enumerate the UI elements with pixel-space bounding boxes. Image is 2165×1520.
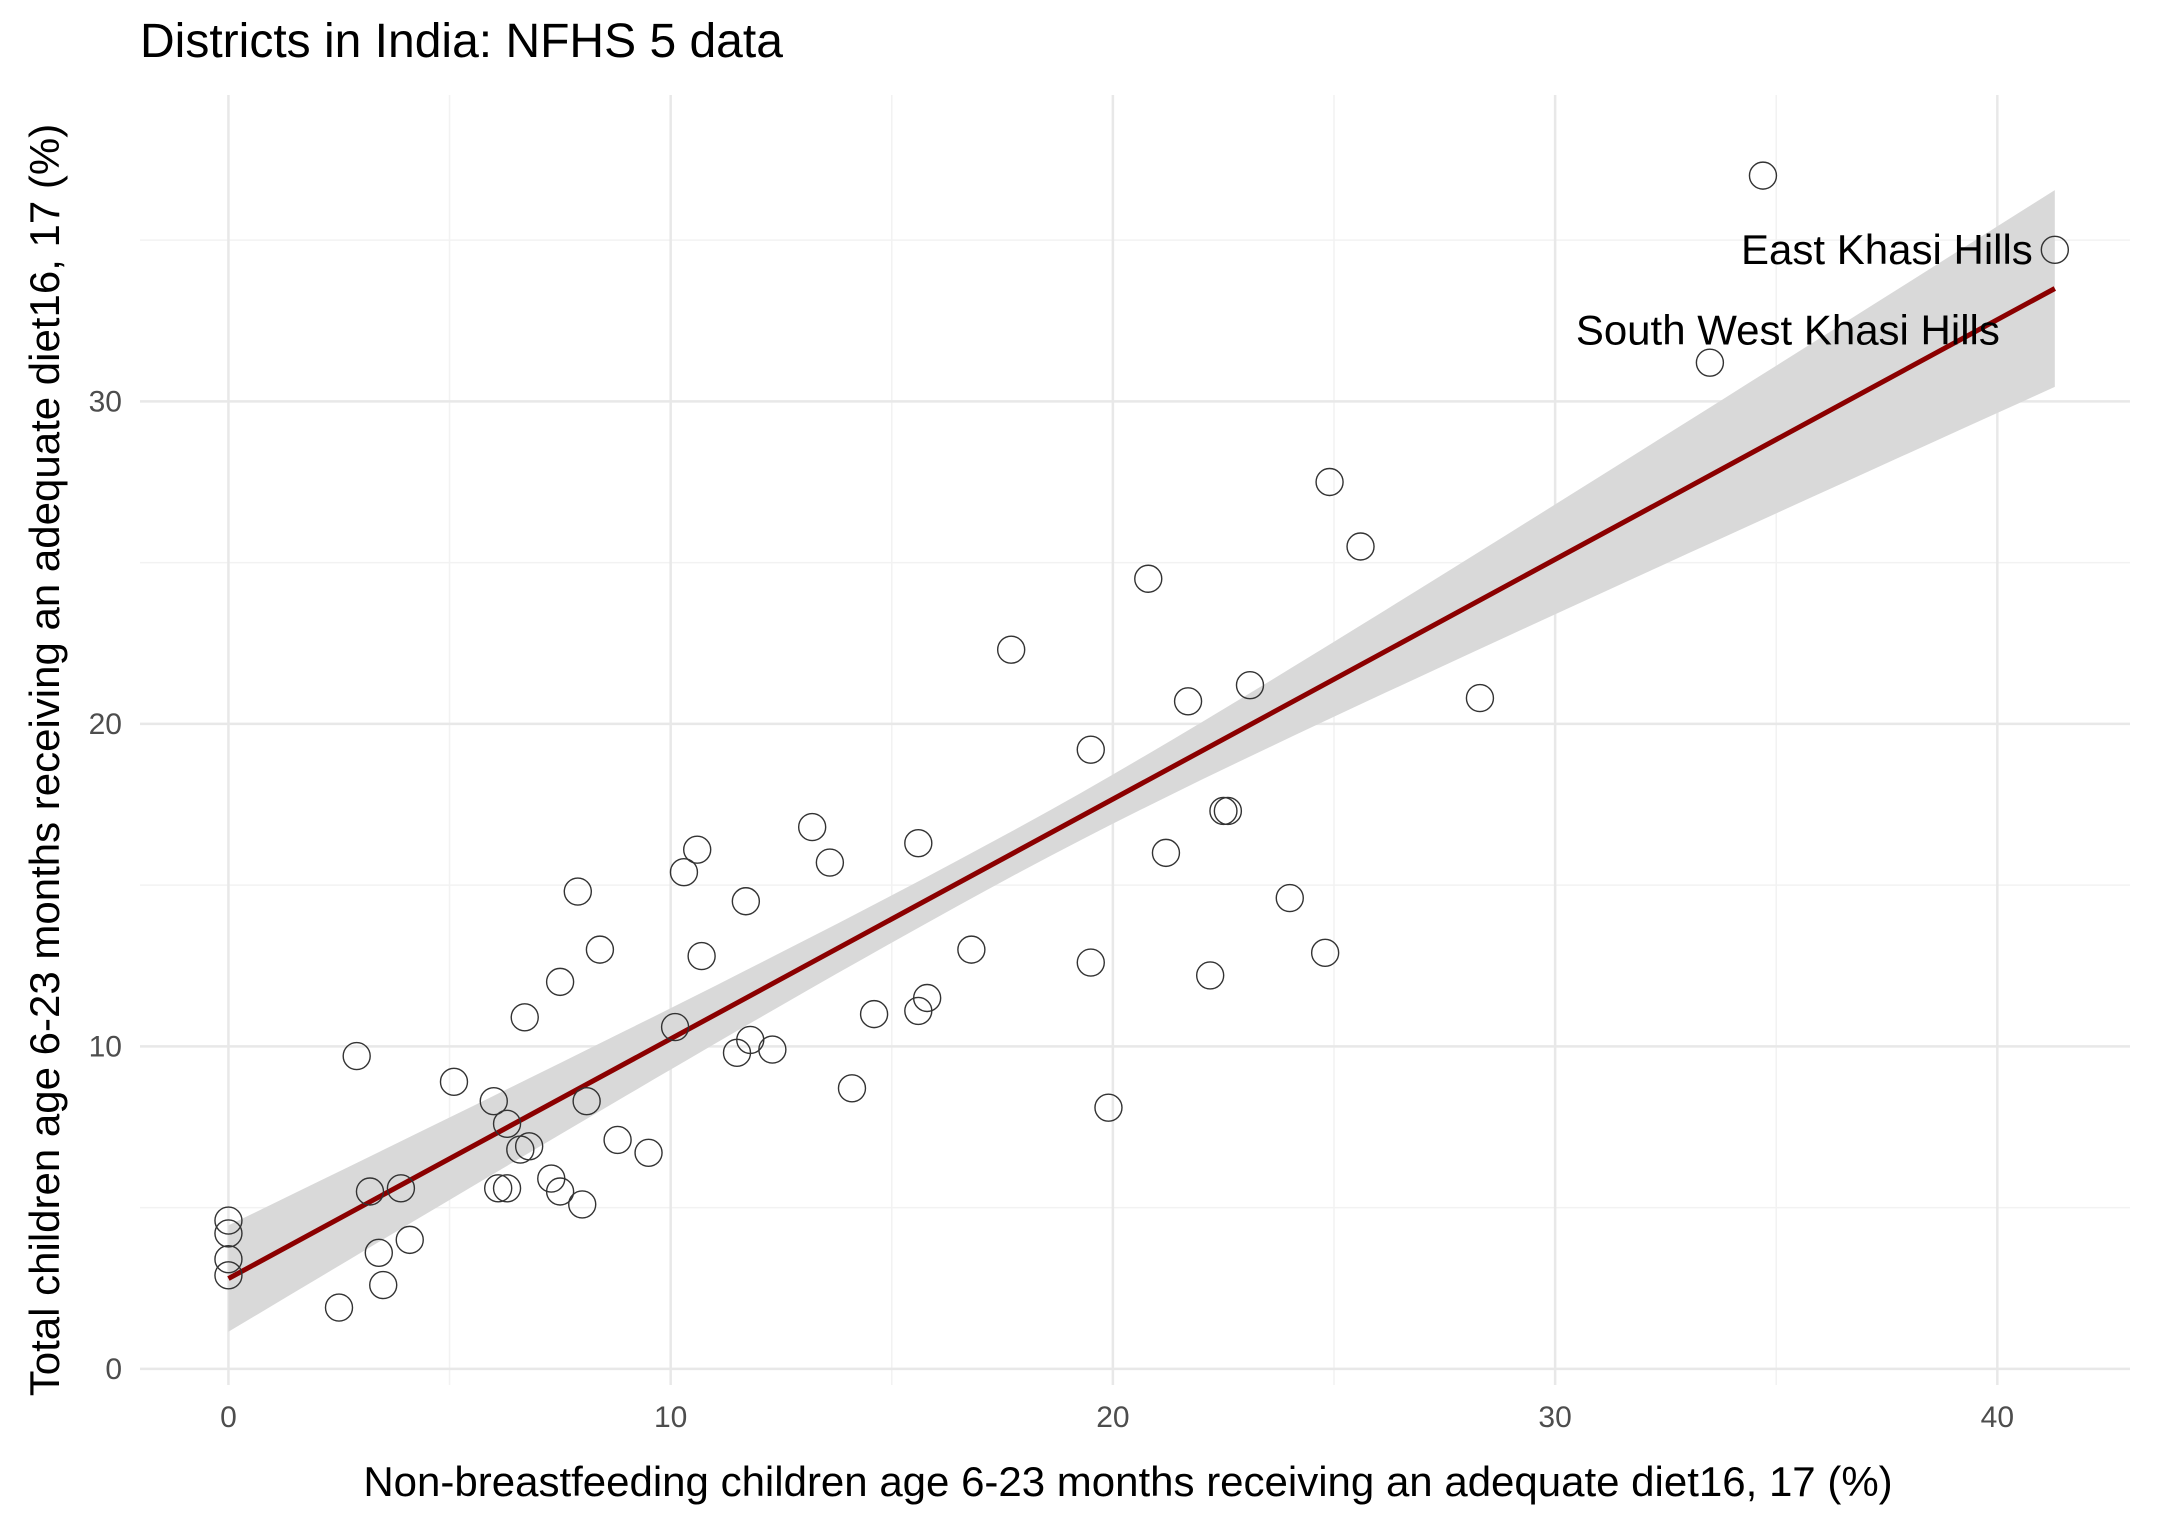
- point-annotation-label: East Khasi Hills: [1741, 226, 2033, 273]
- data-point: [1151, 838, 1181, 868]
- data-point: [634, 1138, 663, 1168]
- data-point: [837, 1074, 867, 1103]
- data-point: [603, 1125, 632, 1155]
- x-tick-label: 20: [1096, 1401, 1129, 1434]
- data-point: [510, 1003, 539, 1032]
- point-annotation-label: South West Khasi Hills: [1576, 307, 2000, 354]
- data-point: [479, 1086, 508, 1116]
- x-tick-label: 30: [1538, 1401, 1571, 1434]
- data-point: [1209, 796, 1238, 826]
- data-point: [1213, 796, 1243, 826]
- data-point: [1094, 1093, 1123, 1122]
- data-point: [585, 935, 615, 964]
- tick-labels-layer: 0 10 20 30 40 0 10 20 30: [89, 385, 2014, 1434]
- data-point: [904, 829, 933, 858]
- data-point: [758, 1035, 787, 1064]
- data-point: [669, 858, 699, 887]
- data-point: [797, 812, 827, 842]
- data-point: [572, 1086, 601, 1116]
- data-point: [815, 848, 845, 877]
- data-point: [1310, 938, 1340, 968]
- data-point: [342, 1041, 371, 1071]
- data-point: [912, 983, 942, 1013]
- y-tick-label: 0: [105, 1353, 122, 1386]
- data-point: [1275, 883, 1304, 913]
- data-point: [545, 967, 575, 997]
- data-point: [1195, 961, 1225, 990]
- data-point: [1748, 161, 1778, 190]
- data-point: [214, 1219, 243, 1248]
- data-point: [996, 635, 1026, 664]
- data-point: [1076, 735, 1105, 764]
- data-point: [731, 887, 761, 916]
- data-point: [484, 1174, 513, 1203]
- data-point: [683, 835, 712, 864]
- data-point: [324, 1293, 354, 1322]
- regression-line-layer: [227, 286, 2057, 1281]
- data-point: [2040, 235, 2070, 265]
- data-point: [1695, 348, 1725, 377]
- data-point: [1134, 564, 1163, 593]
- data-point: [660, 1012, 690, 1042]
- data-point: [492, 1109, 522, 1138]
- confidence-band-layer: [228, 190, 2055, 1332]
- data-point: [214, 1261, 243, 1290]
- x-tick-label: 10: [654, 1401, 687, 1434]
- data-point: [355, 1177, 385, 1206]
- data-point: [364, 1238, 393, 1267]
- data-point: [214, 1245, 243, 1274]
- data-point: [439, 1067, 469, 1097]
- confidence-band: [228, 190, 2055, 1332]
- data-point: [687, 941, 716, 971]
- data-point: [514, 1132, 544, 1161]
- data-point: [957, 935, 986, 964]
- data-point: [1465, 683, 1495, 713]
- minor-gridlines: [140, 95, 2130, 1385]
- y-tick-label: 10: [89, 1030, 122, 1063]
- x-tick-label: 40: [1981, 1401, 2014, 1434]
- data-point: [395, 1225, 424, 1255]
- data-point: [568, 1190, 597, 1219]
- data-point: [214, 1206, 243, 1235]
- data-point: [1076, 948, 1105, 977]
- chart-title: Districts in India: NFHS 5 data: [140, 15, 783, 68]
- y-tick-label: 30: [89, 385, 122, 418]
- y-tick-label: 20: [89, 708, 122, 741]
- data-point: [859, 999, 889, 1029]
- data-point: [1173, 687, 1203, 716]
- data-point: [492, 1174, 522, 1203]
- x-axis-label: Non-breastfeeding children age 6-23 mont…: [363, 1458, 1893, 1505]
- data-point: [563, 877, 592, 906]
- data-point: [1346, 532, 1375, 561]
- data-point: [1315, 467, 1344, 497]
- data-point: [545, 1177, 575, 1206]
- data-point: [1235, 670, 1265, 700]
- data-point: [369, 1270, 398, 1300]
- x-tick-label: 0: [220, 1401, 237, 1434]
- regression-line: [227, 286, 2057, 1281]
- data-points-layer: [214, 161, 2070, 1322]
- annotations-layer: East Khasi Hills South West Khasi Hills: [1576, 226, 2033, 354]
- data-point: [386, 1174, 416, 1203]
